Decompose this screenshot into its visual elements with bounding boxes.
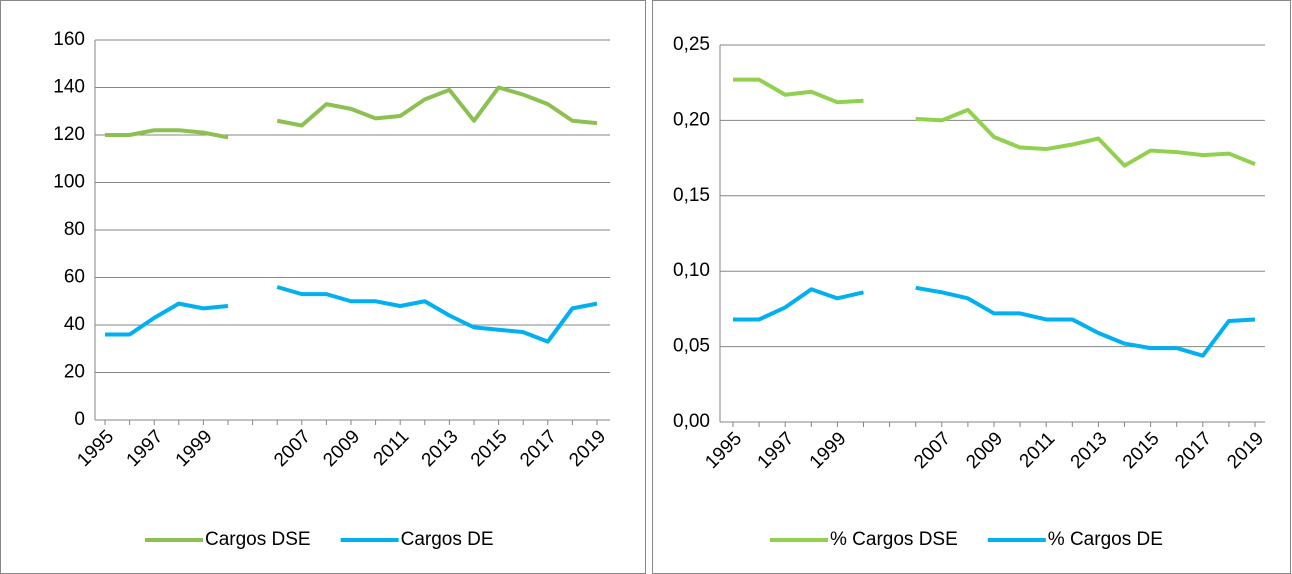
y-tick-label: 60 <box>64 267 85 288</box>
y-tick-label: 80 <box>64 219 85 240</box>
y-tick-label: 0,15 <box>673 185 710 206</box>
y-tick-label: 100 <box>53 172 85 193</box>
x-tick-label: 2019 <box>565 426 610 471</box>
series-line <box>733 77 1256 168</box>
series-line <box>733 285 1256 358</box>
x-tick-label: 2011 <box>1016 428 1060 472</box>
y-tick-label: 40 <box>64 314 85 335</box>
y-tick-label: 160 <box>53 29 85 50</box>
series-line <box>105 85 598 140</box>
x-tick-label: 2015 <box>1119 428 1164 473</box>
x-tick-label: 2009 <box>962 428 1007 473</box>
x-tick-label: 2017 <box>1171 428 1216 473</box>
x-tick-label: 1995 <box>701 428 746 473</box>
x-tick-label: 1995 <box>73 426 118 471</box>
y-tick-label: 0,00 <box>673 411 710 432</box>
legend-label: Cargos DE <box>401 529 494 550</box>
y-tick-label: 0,25 <box>673 34 710 55</box>
x-tick-label: 2007 <box>910 428 955 473</box>
legend-label: % Cargos DE <box>1048 529 1163 550</box>
x-tick-label: 2011 <box>370 426 414 470</box>
series-line <box>105 285 598 344</box>
x-tick-label: 2015 <box>467 426 512 471</box>
x-tick-label: 2013 <box>1067 428 1112 473</box>
x-tick-label: 1997 <box>123 426 168 471</box>
y-tick-label: 20 <box>64 362 85 383</box>
legend-label: % Cargos DSE <box>830 529 958 550</box>
chart-frame <box>652 0 1291 574</box>
x-tick-label: 2009 <box>319 426 364 471</box>
x-tick-label: 2013 <box>418 426 463 471</box>
y-tick-label: 0,05 <box>673 336 710 357</box>
x-tick-label: 1999 <box>172 426 217 471</box>
x-tick-label: 2007 <box>270 426 315 471</box>
y-tick-label: 140 <box>53 77 85 98</box>
y-tick-label: 0,10 <box>673 260 710 281</box>
y-tick-label: 0,20 <box>673 109 710 130</box>
x-tick-label: 2019 <box>1223 428 1268 473</box>
chart-frame <box>0 0 646 574</box>
legend-label: Cargos DSE <box>205 529 311 550</box>
x-tick-label: 2017 <box>516 426 561 471</box>
y-tick-label: 120 <box>53 124 85 145</box>
x-tick-label: 1997 <box>754 428 799 473</box>
y-tick-label: 0 <box>74 409 85 430</box>
x-tick-label: 1999 <box>806 428 851 473</box>
